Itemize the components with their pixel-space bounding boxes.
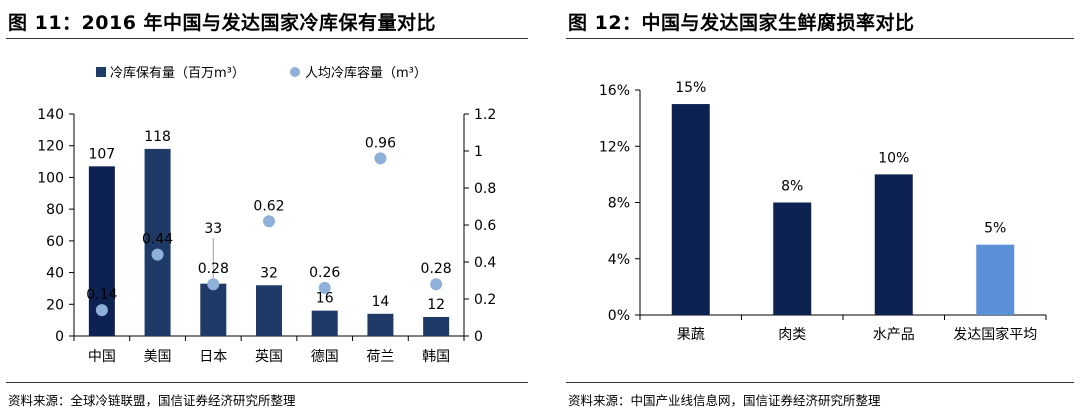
y-left-tick-label: 80 (46, 202, 64, 218)
figure-11-source: 资料来源：全球冷链联盟，国信证券经济研究所整理 (8, 393, 296, 408)
point-label: 0.26 (309, 265, 340, 281)
figure-12-bottom-rule (566, 382, 1074, 383)
point-label: 0.28 (198, 261, 229, 277)
point-5 (318, 281, 331, 294)
bar-label: 33 (204, 221, 222, 237)
bar-3 (874, 174, 913, 315)
figure-11-panel: 图 11：2016 年中国与发达国家冷库保有量对比 冷库保有量（百万m³） 人均冷… (0, 0, 532, 414)
bar-label: 118 (144, 129, 171, 145)
y-left-tick-label: 120 (37, 139, 64, 155)
figure-11-title: 图 11：2016 年中国与发达国家冷库保有量对比 (8, 12, 437, 34)
x-tick-label: 果蔬 (677, 327, 705, 343)
bar-label: 16 (316, 291, 334, 307)
y-right-tick-label: 0.2 (474, 292, 496, 308)
bar-label: 107 (88, 146, 115, 162)
figure-11-bottom-rule (6, 382, 528, 383)
bar-2 (773, 202, 812, 315)
y-left-tick-label: 100 (37, 170, 64, 186)
bar-5 (311, 310, 338, 336)
x-tick-label: 德国 (311, 349, 339, 365)
bar-label: 5% (984, 221, 1006, 237)
y-tick-label: 16% (599, 83, 630, 99)
point-label: 0.14 (86, 287, 117, 303)
y-tick-label: 0% (608, 308, 630, 324)
x-tick-label: 英国 (255, 348, 283, 365)
figure-12-top-rule (566, 38, 1074, 39)
y-tick-label: 8% (608, 196, 630, 212)
y-tick-label: 12% (599, 139, 630, 155)
bar-label: 12 (427, 297, 445, 313)
y-right-tick-label: 0.4 (474, 255, 496, 271)
point-label: 0.96 (365, 135, 396, 151)
bar-2 (144, 148, 171, 336)
bar-label: 10% (878, 150, 909, 166)
legend-swatch-dot (290, 67, 300, 77)
bar-label: 32 (260, 265, 278, 281)
point-label: 0.62 (253, 198, 284, 214)
x-tick-label: 荷兰 (366, 349, 394, 365)
y-right-tick-label: 0 (474, 329, 483, 345)
y-tick-label: 4% (608, 252, 630, 268)
figure-12-title: 图 12：中国与发达国家生鲜腐损率对比 (568, 12, 915, 34)
legend-label-bar: 冷库保有量（百万m³） (110, 65, 245, 81)
y-left-tick-label: 40 (46, 266, 64, 282)
legend-swatch-bar (96, 67, 106, 77)
point-3 (207, 278, 220, 291)
bar-6 (367, 313, 394, 336)
y-left-tick-label: 140 (37, 107, 64, 123)
x-tick-label: 美国 (144, 349, 172, 365)
figure-12-panel: 图 12：中国与发达国家生鲜腐损率对比 0% 4% 8% 12% 16% 15% 果蔬 8% 肉… (560, 0, 1080, 414)
bar-label: 8% (781, 179, 803, 195)
chart-spoilage-rate: 0% 4% 8% 12% 16% 15% 果蔬 8% 肉类 10% 水产品 5% 发达国家平均 (599, 80, 1047, 343)
chart-cold-storage: 冷库保有量（百万m³） 人均冷库容量（m³）0204060801001201400… (37, 65, 496, 365)
bar-label: 15% (675, 80, 706, 96)
point-4 (263, 215, 275, 228)
point-label: 0.28 (421, 261, 452, 277)
x-tick-label: 中国 (88, 349, 116, 365)
point-1 (95, 304, 108, 317)
y-left-tick-label: 20 (46, 297, 64, 313)
y-right-tick-label: 0.8 (474, 181, 496, 197)
point-2 (151, 248, 164, 261)
x-tick-label: 肉类 (778, 327, 806, 343)
bar-7 (423, 316, 450, 336)
x-tick-label: 发达国家平均 (953, 326, 1037, 343)
x-tick-label: 水产品 (873, 327, 915, 343)
y-left-tick-label: 60 (46, 234, 64, 250)
bar-4 (256, 285, 282, 336)
y-left-tick-label: 0 (55, 329, 64, 345)
figure-12-source: 资料来源：中国产业线信息网，国信证券经济研究所整理 (568, 393, 881, 408)
point-6 (374, 152, 387, 165)
y-right-tick-label: 0.6 (474, 218, 496, 234)
x-tick-label: 日本 (199, 349, 227, 365)
point-7 (430, 278, 443, 291)
bar-4 (976, 244, 1015, 315)
figure-11-top-rule (6, 38, 528, 39)
y-right-tick-label: 1 (474, 144, 483, 160)
y-right-tick-label: 1.2 (474, 107, 496, 123)
bar-label: 14 (372, 294, 390, 310)
bar-1 (671, 104, 710, 315)
point-label: 0.44 (142, 232, 173, 248)
legend-label-dot: 人均冷库容量（m³） (305, 65, 427, 81)
bar-3 (200, 283, 227, 336)
x-tick-label: 韩国 (422, 349, 450, 365)
